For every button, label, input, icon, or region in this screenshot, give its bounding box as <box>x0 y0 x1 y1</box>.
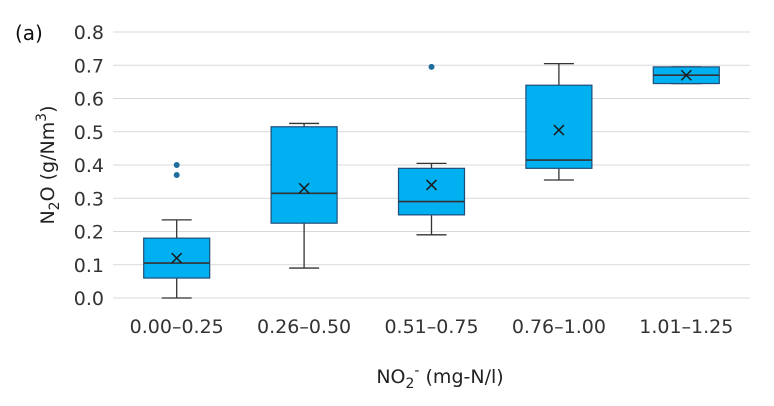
box-group <box>270 122 338 269</box>
outlier-point <box>173 171 180 178</box>
box-series <box>143 62 720 299</box>
x-axis-title: NO2- (mg-N/l) <box>376 363 503 392</box>
x-tick-label: 0.76–1.00 <box>512 316 606 338</box>
outlier-point <box>173 162 180 168</box>
mean-marker <box>171 252 183 264</box>
y-tick-label: 0.3 <box>74 188 104 210</box>
x-tick-label: 0.51–0.75 <box>384 316 478 338</box>
mean-marker <box>553 124 565 136</box>
y-tick-label: 0.1 <box>74 255 104 277</box>
y-tick-labels: 0.0 0.1 0.2 0.3 0.4 0.5 0.6 0.7 0.8 <box>74 22 104 310</box>
box-group <box>652 66 720 85</box>
panel-label: (a) <box>15 21 43 45</box>
y-tick-label: 0.6 <box>74 89 104 111</box>
box-group <box>143 162 211 299</box>
y-tick-label: 0.7 <box>74 55 104 77</box>
y-tick-label: 0.8 <box>74 22 104 44</box>
y-tick-label: 0.4 <box>74 155 104 177</box>
box <box>397 167 466 216</box>
x-tick-labels: 0.00–0.25 0.26–0.50 0.51–0.75 0.76–1.00 1.01… <box>130 316 734 338</box>
x-tick-label: 1.01–1.25 <box>639 316 733 338</box>
box <box>270 126 338 224</box>
outlier-point <box>428 63 435 70</box>
x-tick-label: 0.26–0.50 <box>257 316 351 338</box>
y-tick-label: 0.2 <box>74 222 104 244</box>
mean-marker <box>298 182 310 194</box>
y-tick-label: 0.5 <box>74 122 104 144</box>
x-tick-label: 0.00–0.25 <box>130 316 224 338</box>
box <box>525 84 593 169</box>
mean-marker <box>425 179 438 191</box>
mean-marker <box>680 69 692 81</box>
box-group <box>397 63 466 236</box>
y-axis-title: N2O (g/Nm3) <box>34 105 63 224</box>
y-tick-label: 0.0 <box>74 288 104 310</box>
box-group <box>525 62 593 181</box>
